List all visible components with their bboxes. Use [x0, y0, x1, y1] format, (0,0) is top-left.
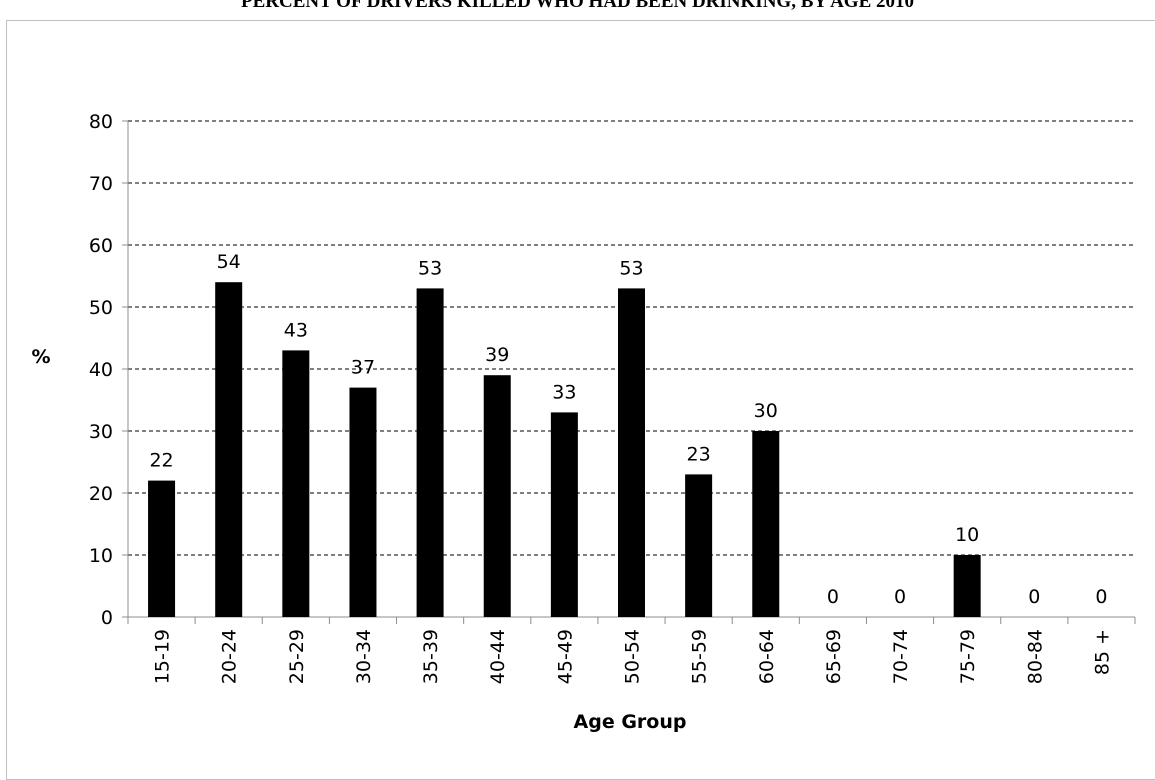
y-tick-label: 40	[89, 359, 113, 381]
y-tick-label: 80	[89, 111, 113, 133]
bar	[685, 474, 713, 617]
bar	[752, 431, 780, 617]
bar	[953, 555, 981, 617]
bar	[282, 350, 310, 617]
data-label: 54	[217, 251, 241, 273]
y-tick-label: 20	[89, 483, 113, 505]
x-tick-label: 55-59	[689, 629, 711, 684]
bar	[483, 375, 511, 617]
y-tick-label: 10	[89, 545, 113, 567]
x-tick-label: 20-24	[219, 629, 241, 684]
bar	[215, 282, 243, 617]
data-label: 0	[827, 586, 839, 608]
x-tick-label: 85 +	[1091, 629, 1113, 675]
y-tick-label: 70	[89, 173, 113, 195]
data-label: 22	[149, 450, 173, 472]
x-tick-label: 80-84	[1024, 629, 1046, 684]
x-tick-label: 15-19	[152, 629, 174, 684]
data-label: 53	[418, 257, 442, 279]
data-label: 0	[1028, 586, 1040, 608]
x-tick-label: 65-69	[823, 629, 845, 684]
bar	[618, 288, 645, 617]
data-label: 23	[687, 443, 711, 465]
y-axis-label: %	[31, 346, 50, 368]
bars	[148, 282, 981, 617]
x-tick-label: 35-39	[420, 629, 442, 684]
bar	[349, 387, 377, 617]
bar	[148, 480, 176, 617]
x-tick-label: 25-29	[286, 629, 308, 684]
y-tick-label: 50	[89, 297, 113, 319]
data-label: 30	[754, 400, 778, 422]
data-labels: 22 54 43 37 53 39 33 53 23 30 0 0 10 0 0	[149, 251, 1107, 608]
chart-title: PERCENT OF DRIVERS KILLED WHO HAD BEEN D…	[240, 0, 915, 12]
data-label: 39	[485, 344, 509, 366]
x-axis-label: Age Group	[574, 711, 687, 733]
x-tick-label: 45-49	[554, 629, 576, 684]
bar	[416, 288, 444, 617]
data-label: 53	[619, 257, 643, 279]
data-label: 37	[351, 357, 375, 379]
bar	[550, 412, 578, 617]
data-label: 0	[1095, 586, 1107, 608]
x-tick-label: 50-54	[622, 629, 644, 684]
x-tick-label: 60-64	[756, 629, 778, 684]
data-label: 33	[552, 381, 576, 403]
x-tick-label: 30-34	[353, 629, 375, 684]
axes: 0 10 20 30 40 50 60 70 80 15-19 20-24 25-29 30-34 35-…	[89, 111, 1136, 684]
x-tick-label: 40-44	[487, 629, 509, 684]
data-label: 10	[955, 524, 979, 546]
data-label: 0	[894, 586, 906, 608]
y-tick-label: 30	[89, 421, 113, 443]
x-tick-label: 70-74	[890, 629, 912, 684]
y-tick-label: 0	[101, 607, 113, 629]
x-tick-label: 75-79	[957, 629, 979, 684]
y-tick-label: 60	[89, 235, 113, 257]
data-label: 43	[284, 319, 308, 341]
